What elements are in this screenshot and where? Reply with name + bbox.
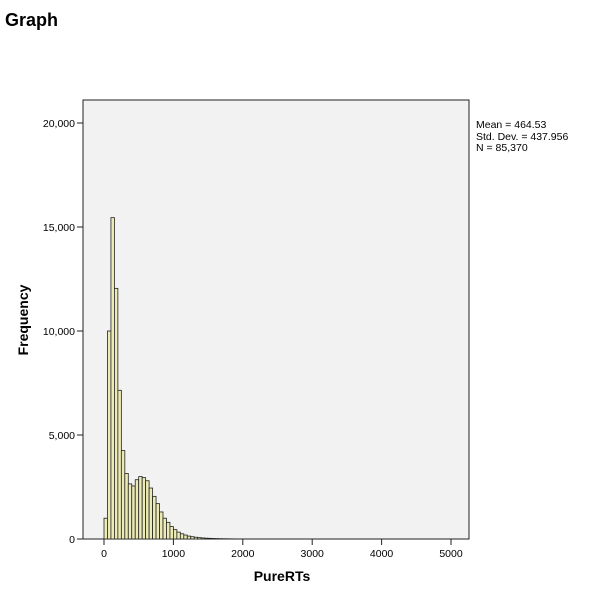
histogram-bar [166,521,171,540]
histogram-bar [193,536,199,540]
y-axis-ticks: 0 5,000 10,000 15,000 20,000 [43,118,83,546]
y-tick-label: 10,000 [43,326,75,338]
histogram-bar [183,534,188,540]
histogram-bar [162,517,167,540]
histogram-bar [176,531,181,540]
histogram-bar [190,536,195,540]
x-tick-label: 1000 [162,548,186,560]
histogram-bar [141,477,147,540]
histogram-bar [155,503,160,540]
histogram-bar [117,389,122,540]
plot-area [82,99,470,540]
histogram-bar [114,287,119,540]
histogram-bar [169,526,174,540]
histogram-bar [145,480,150,540]
page-title: Graph [5,10,59,30]
histogram-bar [134,479,140,540]
y-axis-title: Frequency [15,284,31,355]
histogram-bar [103,517,108,540]
x-tick-label: 4000 [370,548,394,560]
histogram-bar [211,538,216,540]
histogram-bar [152,495,157,540]
histogram-bar [204,537,209,540]
histogram-bar [159,511,164,540]
histogram-bar [107,330,112,540]
y-tick-label: 0 [69,534,75,546]
histogram-bar [148,487,153,540]
x-axis-ticks: 0 1000 2000 3000 4000 5000 [101,539,463,560]
histogram-bar [179,533,185,540]
x-axis-title: PureRTs [254,568,311,584]
histogram-bar [207,537,212,540]
histogram-bar [120,450,126,540]
x-tick-label: 3000 [301,548,325,560]
x-tick-label: 2000 [231,548,255,560]
histogram-bar [186,535,192,540]
y-tick-label: 20,000 [43,118,75,130]
x-tick-label: 0 [101,548,107,560]
x-tick-label: 5000 [439,548,463,560]
histogram-bar [172,529,178,540]
histogram-bar [200,537,206,540]
histogram-bar [110,217,115,540]
histogram-bar [197,537,202,540]
histogram-bar [127,483,133,540]
histogram-bar [138,476,143,540]
stats-std-dev: Std. Dev. = 437.956 [476,130,569,143]
histogram-bar [124,473,129,540]
stats-n: N = 85,370 [476,142,528,154]
y-tick-label: 15,000 [43,222,75,234]
y-tick-label: 5,000 [49,430,75,442]
summary-stats: Mean = 464.53 Std. Dev. = 437.956 N = 85… [476,119,569,155]
stats-mean: Mean = 464.53 [476,119,547,131]
histogram-bar [131,485,136,540]
histogram-bars [103,217,278,540]
